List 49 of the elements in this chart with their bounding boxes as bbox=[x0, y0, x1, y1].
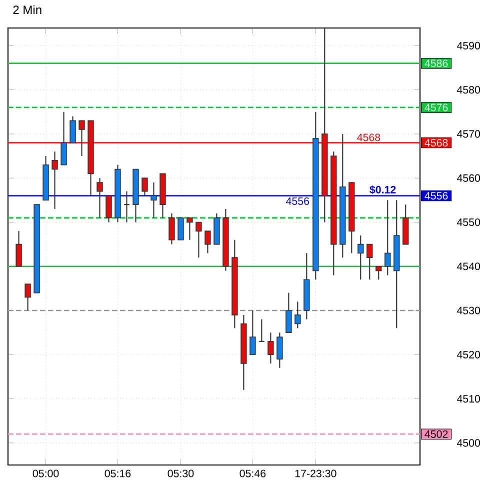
candlestick bbox=[196, 222, 202, 258]
candlestick bbox=[286, 292, 292, 334]
y-tick-label: 4560 bbox=[456, 174, 480, 182]
candlestick bbox=[294, 301, 301, 329]
candlestick bbox=[276, 332, 283, 368]
y-tick-label: 4500 bbox=[456, 439, 480, 447]
x-tick-label: 05:46 bbox=[240, 470, 266, 478]
y-tick-label: 4510 bbox=[456, 395, 480, 403]
y-tick-label: 4540 bbox=[456, 262, 480, 270]
y-tick-label: 4570 bbox=[456, 130, 480, 138]
y-tick-label: 4530 bbox=[456, 306, 480, 314]
ref-line-label: 4568 bbox=[424, 139, 448, 147]
y-tick-label: 4550 bbox=[456, 218, 480, 226]
candlestick bbox=[384, 200, 391, 276]
candlestick bbox=[16, 230, 22, 267]
candlestick bbox=[142, 178, 148, 196]
candlestick bbox=[186, 217, 193, 240]
candlestick bbox=[376, 266, 382, 280]
candlestick bbox=[250, 310, 256, 356]
y-tick-label: 4580 bbox=[456, 86, 480, 94]
x-tick-label: 17-23:30 bbox=[295, 470, 336, 478]
ref-line-label: 4556 bbox=[424, 192, 448, 200]
annotation: $0.12 bbox=[370, 185, 396, 194]
ref-line-label: 4502 bbox=[424, 430, 448, 438]
x-tick-label: 05:00 bbox=[32, 470, 59, 478]
candlestick bbox=[268, 332, 274, 364]
ref-line-label: 4576 bbox=[424, 104, 448, 112]
candlestick bbox=[150, 182, 157, 218]
ref-line-label: 4586 bbox=[424, 60, 448, 68]
annotation: 4556 bbox=[286, 197, 310, 205]
candlestick bbox=[168, 212, 175, 245]
y-tick-label: 4590 bbox=[456, 42, 480, 50]
candlestick bbox=[258, 318, 265, 342]
candlestick bbox=[60, 111, 67, 166]
x-tick-label: 05:16 bbox=[104, 470, 131, 478]
candlestick bbox=[204, 230, 211, 254]
candlestick bbox=[70, 116, 76, 144]
y-tick-label: 4520 bbox=[456, 350, 480, 358]
candlestick bbox=[52, 151, 58, 210]
chart-title: 2 Min bbox=[13, 5, 42, 14]
candlestick bbox=[178, 217, 184, 240]
annotation: 4568 bbox=[357, 134, 380, 142]
candlestick bbox=[358, 234, 364, 280]
x-tick-label: 05:30 bbox=[168, 470, 194, 478]
candlestick bbox=[366, 244, 373, 280]
candlestick bbox=[106, 195, 112, 223]
candlestick bbox=[124, 190, 130, 223]
candlestick bbox=[96, 178, 103, 218]
candlestick bbox=[24, 283, 31, 312]
